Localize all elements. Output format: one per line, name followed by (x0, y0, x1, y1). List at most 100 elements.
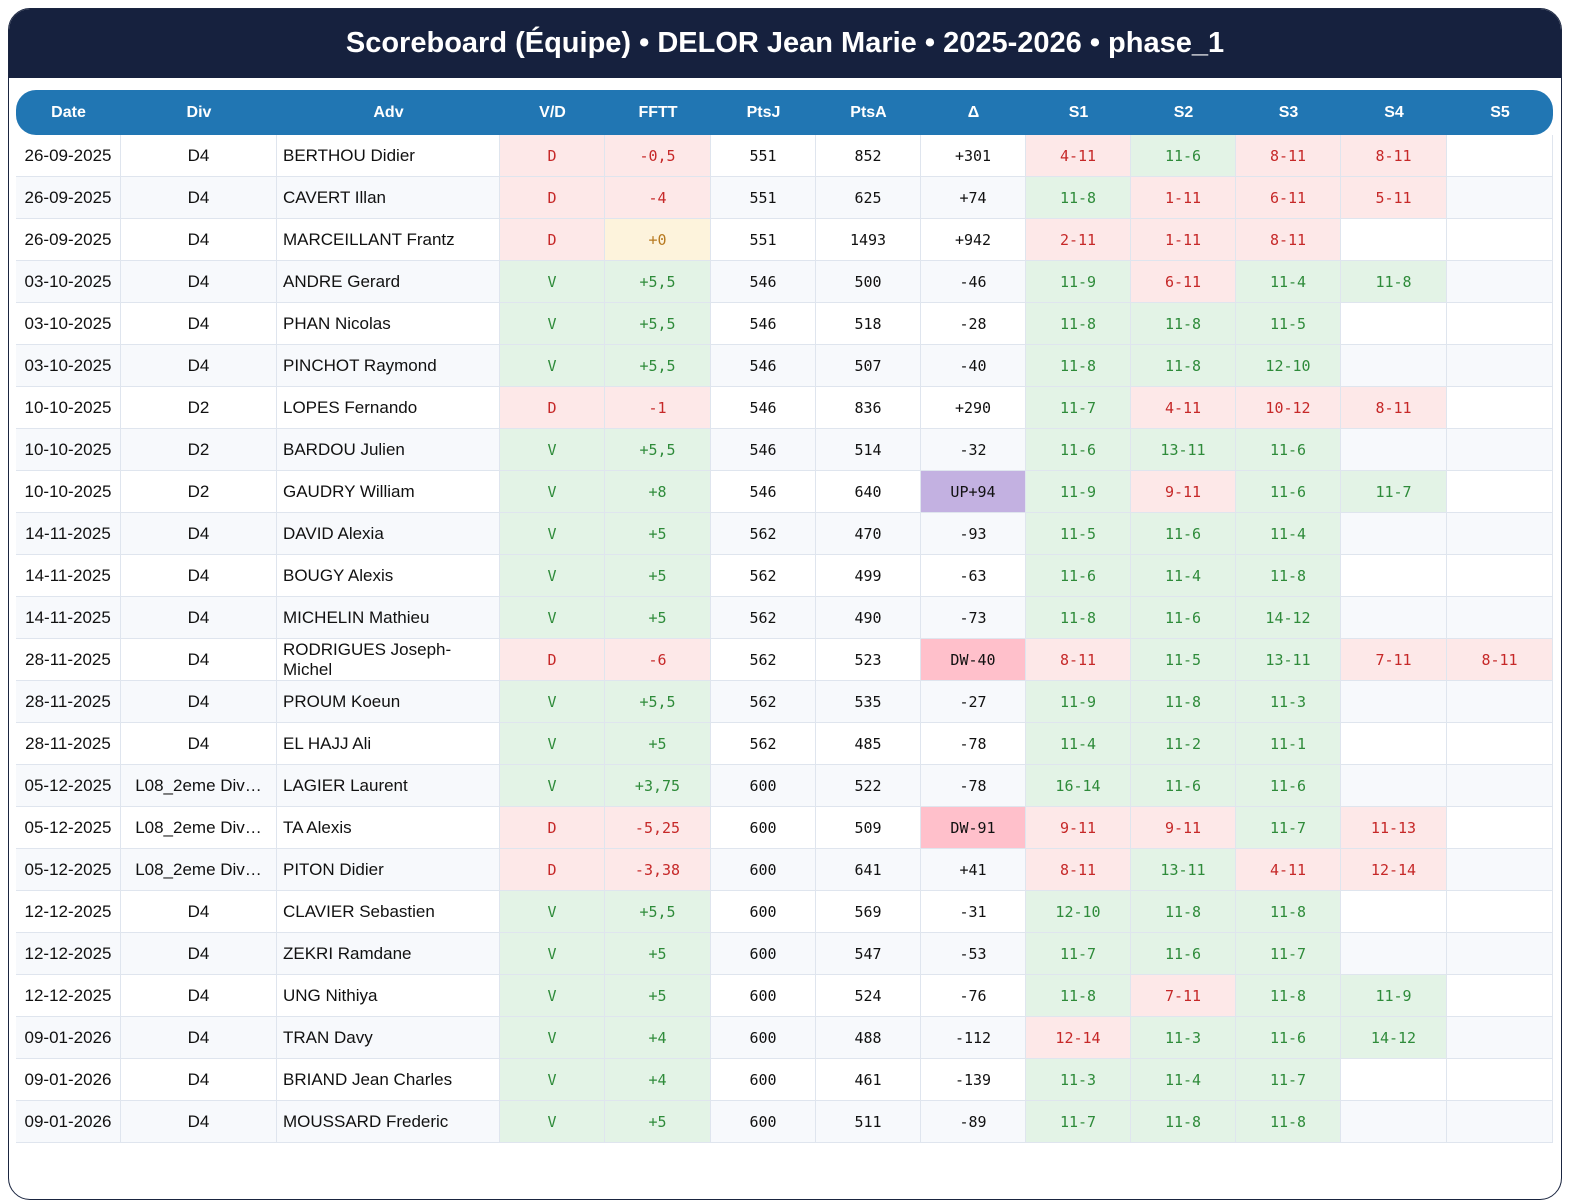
cell-s3: 11-6 (1236, 429, 1341, 471)
cell-ptsa: 1493 (816, 219, 921, 261)
cell-adv: DAVID Alexia (277, 513, 500, 555)
cell-vd: V (500, 1101, 605, 1143)
column-header-ptsa[interactable]: PtsA (816, 90, 921, 135)
cell-delta: -89 (921, 1101, 1026, 1143)
table-row: 05-12-2025 L08_2eme Div… TA Alexis D -5,25 60… (16, 807, 1553, 849)
table-row: 14-11-2025 D4 DAVID Alexia V +5 562 470 -93 11-5… (16, 513, 1553, 555)
table-row: 26-09-2025 D4 MARCEILLANT Frantz D +0 551 1493… (16, 219, 1553, 261)
cell-s1: 11-9 (1026, 471, 1131, 513)
column-header-date[interactable]: Date (16, 90, 121, 135)
cell-s1: 11-8 (1026, 177, 1131, 219)
cell-s2: 1-11 (1131, 219, 1236, 261)
cell-vd: V (500, 975, 605, 1017)
cell-s2: 6-11 (1131, 261, 1236, 303)
cell-delta: -78 (921, 723, 1026, 765)
cell-s5 (1447, 387, 1553, 429)
cell-ptsa: 518 (816, 303, 921, 345)
column-header-ptsj[interactable]: PtsJ (711, 90, 816, 135)
column-header-s1[interactable]: S1 (1026, 90, 1131, 135)
cell-fftt: +4 (605, 1059, 711, 1101)
cell-ptsa: 522 (816, 765, 921, 807)
column-header-adv[interactable]: Adv (277, 90, 500, 135)
cell-delta: -76 (921, 975, 1026, 1017)
cell-s4: 11-8 (1341, 261, 1447, 303)
cell-delta: +942 (921, 219, 1026, 261)
cell-date: 28-11-2025 (16, 681, 121, 723)
cell-adv: UNG Nithiya (277, 975, 500, 1017)
cell-vd: V (500, 933, 605, 975)
cell-s1: 9-11 (1026, 807, 1131, 849)
cell-div: D4 (121, 1101, 277, 1143)
column-header-s4[interactable]: S4 (1341, 90, 1447, 135)
table-row: 03-10-2025 D4 PINCHOT Raymond V +5,5 546 507 -4… (16, 345, 1553, 387)
cell-div: D4 (121, 177, 277, 219)
cell-date: 10-10-2025 (16, 471, 121, 513)
cell-adv: ZEKRI Ramdane (277, 933, 500, 975)
cell-s2: 11-8 (1131, 891, 1236, 933)
cell-s5 (1447, 1101, 1553, 1143)
cell-ptsa: 547 (816, 933, 921, 975)
cell-ptsj: 600 (711, 849, 816, 891)
cell-adv: GAUDRY William (277, 471, 500, 513)
cell-delta: -78 (921, 765, 1026, 807)
cell-s5 (1447, 261, 1553, 303)
cell-s4: 8-11 (1341, 387, 1447, 429)
cell-s2: 11-6 (1131, 135, 1236, 177)
table-row: 28-11-2025 D4 PROUM Koeun V +5,5 562 535 -27 11-… (16, 681, 1553, 723)
cell-s2: 9-11 (1131, 807, 1236, 849)
cell-s5 (1447, 177, 1553, 219)
cell-ptsa: 625 (816, 177, 921, 219)
cell-s3: 11-7 (1236, 1059, 1341, 1101)
cell-adv: CLAVIER Sebastien (277, 891, 500, 933)
cell-fftt: +5,5 (605, 303, 711, 345)
cell-s4 (1341, 219, 1447, 261)
cell-s4 (1341, 891, 1447, 933)
cell-s5 (1447, 555, 1553, 597)
cell-ptsa: 535 (816, 681, 921, 723)
cell-ptsj: 600 (711, 1017, 816, 1059)
cell-vd: D (500, 387, 605, 429)
cell-div: D4 (121, 1017, 277, 1059)
cell-vd: V (500, 429, 605, 471)
cell-s4 (1341, 1059, 1447, 1101)
cell-fftt: +5 (605, 723, 711, 765)
cell-s2: 13-11 (1131, 429, 1236, 471)
cell-fftt: +5,5 (605, 681, 711, 723)
cell-s5 (1447, 513, 1553, 555)
cell-date: 26-09-2025 (16, 219, 121, 261)
cell-vd: V (500, 1017, 605, 1059)
cell-vd: V (500, 303, 605, 345)
cell-fftt: -6 (605, 639, 711, 681)
cell-vd: V (500, 681, 605, 723)
cell-s2: 13-11 (1131, 849, 1236, 891)
cell-s1: 8-11 (1026, 849, 1131, 891)
cell-delta: -27 (921, 681, 1026, 723)
cell-fftt: +5 (605, 1101, 711, 1143)
cell-ptsj: 562 (711, 513, 816, 555)
cell-s3: 11-1 (1236, 723, 1341, 765)
column-header-s5[interactable]: S5 (1447, 90, 1553, 135)
cell-s1: 11-7 (1026, 1101, 1131, 1143)
column-header-vd[interactable]: V/D (500, 90, 605, 135)
cell-s3: 14-12 (1236, 597, 1341, 639)
cell-ptsa: 836 (816, 387, 921, 429)
cell-s1: 11-8 (1026, 345, 1131, 387)
cell-fftt: +5 (605, 933, 711, 975)
column-header-s2[interactable]: S2 (1131, 90, 1236, 135)
cell-ptsj: 600 (711, 933, 816, 975)
column-header-div[interactable]: Div (121, 90, 277, 135)
column-header-fftt[interactable]: FFTT (605, 90, 711, 135)
cell-vd: D (500, 219, 605, 261)
cell-s3: 11-8 (1236, 1101, 1341, 1143)
cell-vd: D (500, 135, 605, 177)
cell-date: 03-10-2025 (16, 261, 121, 303)
cell-s1: 11-9 (1026, 261, 1131, 303)
column-header-s3[interactable]: S3 (1236, 90, 1341, 135)
cell-s5 (1447, 471, 1553, 513)
cell-s3: 11-6 (1236, 765, 1341, 807)
cell-ptsa: 500 (816, 261, 921, 303)
cell-s3: 11-8 (1236, 555, 1341, 597)
cell-ptsj: 546 (711, 471, 816, 513)
column-header-delta[interactable]: Δ (921, 90, 1026, 135)
cell-fftt: +5 (605, 975, 711, 1017)
